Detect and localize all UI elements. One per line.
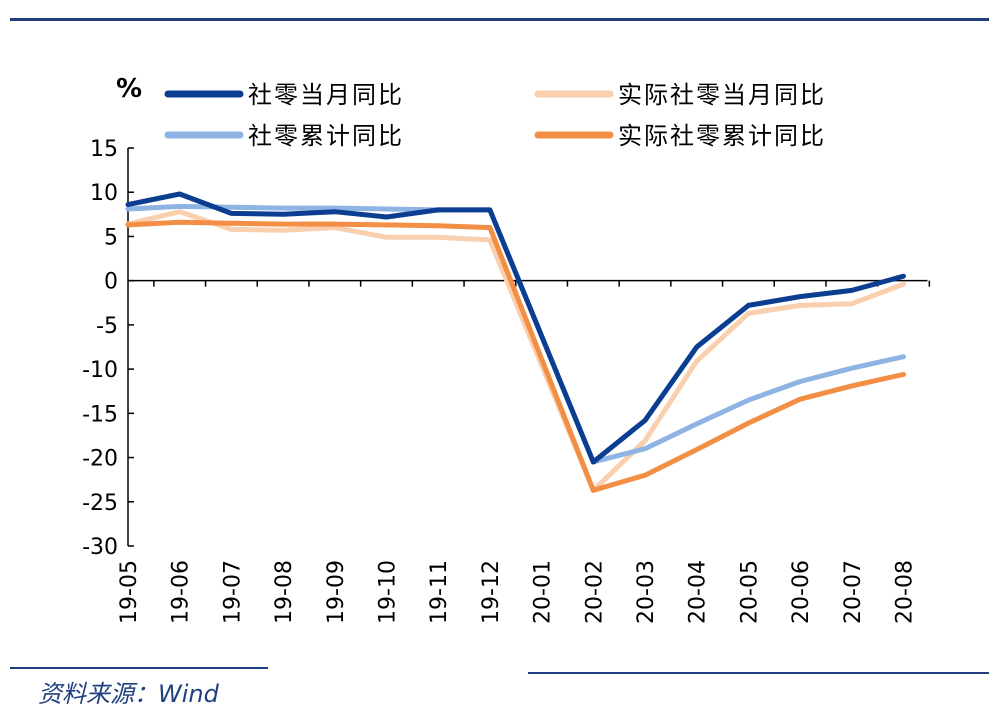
- x-tick-label: 20-01: [531, 560, 556, 624]
- x-tick-label: 19-07: [220, 560, 245, 624]
- x-tick-label: 19-10: [376, 560, 401, 624]
- legend-label: 实际社零累计同比: [618, 122, 826, 150]
- x-tick-label: 19-08: [272, 560, 297, 624]
- x-tick-label: 19-11: [427, 560, 452, 624]
- x-tick-label: 20-06: [789, 560, 814, 624]
- y-tick-label: -20: [82, 447, 118, 472]
- x-tick-label: 20-07: [841, 560, 866, 624]
- bottom-rule-left: [10, 667, 268, 669]
- y-tick-label: -5: [96, 314, 118, 339]
- x-tick-label: 20-05: [737, 560, 762, 624]
- top-rule: [10, 18, 989, 21]
- y-tick-label: 15: [90, 137, 118, 162]
- series-line: [125, 209, 906, 493]
- series-layer: [125, 191, 906, 493]
- x-tick-label: 19-05: [117, 560, 142, 624]
- y-axis-unit-label: %: [116, 74, 142, 104]
- legend-label: 社零累计同比: [248, 122, 404, 150]
- x-tick-label: 20-08: [893, 560, 918, 624]
- y-tick-label: -10: [82, 358, 118, 383]
- x-tick-label: 19-12: [479, 560, 504, 624]
- y-tick-label: -15: [82, 402, 118, 427]
- series-line: [125, 219, 906, 493]
- x-tick-label: 20-03: [634, 560, 659, 624]
- x-tick-label: 19-06: [169, 560, 194, 624]
- y-tick-label: 5: [104, 225, 118, 250]
- y-tick-label: -30: [82, 535, 118, 560]
- bottom-rule-right: [528, 672, 989, 674]
- series-line: [125, 191, 906, 465]
- x-tick-label: 20-04: [686, 560, 711, 624]
- y-tick-label: -25: [82, 491, 118, 516]
- series-line: [125, 203, 906, 465]
- y-tick-label: 0: [104, 270, 118, 295]
- x-tick-label: 20-02: [582, 560, 607, 624]
- legend-label: 实际社零当月同比: [618, 81, 826, 109]
- legend-label: 社零当月同比: [248, 81, 404, 109]
- y-tick-label: 10: [90, 181, 118, 206]
- x-tick-label: 19-09: [324, 560, 349, 624]
- source-note: 资料来源：Wind: [38, 680, 219, 708]
